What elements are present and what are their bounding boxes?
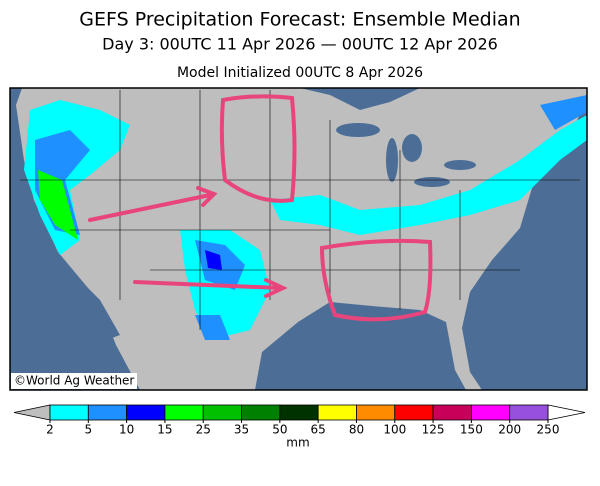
title: GEFS Precipitation Forecast: Ensemble Me…	[79, 9, 520, 31]
colorbar-swatch	[432, 404, 472, 421]
colorbar-swatch	[202, 404, 242, 421]
colorbar-tick-label: 35	[234, 423, 249, 437]
colorbar-tick-label: 200	[498, 423, 521, 437]
colorbar-tick-label: 2	[46, 423, 54, 437]
colorbar-swatch	[126, 404, 166, 421]
colorbar-tick-label: 5	[84, 423, 92, 437]
hudson-bay	[300, 88, 420, 110]
credit: ©World Ag Weather	[14, 374, 134, 388]
colorbar-swatch	[356, 404, 396, 421]
map: ©World Ag Weather	[9, 87, 588, 391]
boundaries	[20, 90, 580, 330]
colorbar-swatch	[394, 404, 434, 421]
colorbar-unit: mm	[286, 436, 309, 450]
colorbar-swatch	[470, 404, 511, 421]
colorbar-swatch	[279, 404, 319, 421]
colorbar-tick-label: 25	[196, 423, 211, 437]
great-lakes	[336, 123, 476, 187]
colorbar-tick-label: 65	[311, 423, 326, 437]
colorbar-tick-label: 100	[383, 423, 406, 437]
colorbar-tick-label: 80	[349, 423, 364, 437]
pacific	[10, 88, 140, 390]
colorbar-swatch	[317, 404, 357, 421]
subtitle: Day 3: 00UTC 11 Apr 2026 — 00UTC 12 Apr …	[102, 35, 498, 54]
colorbar-tick-label: 125	[422, 423, 445, 437]
colorbar-tick-label: 10	[119, 423, 134, 437]
map-frame	[9, 87, 588, 391]
colorbar-tick-label: 150	[460, 423, 483, 437]
colorbar-swatch	[164, 404, 204, 421]
credit-bg	[11, 373, 137, 389]
colorbar-tick-label: 50	[272, 423, 287, 437]
annotations	[88, 94, 433, 322]
colorbar-tick-label: 250	[537, 423, 560, 437]
gulf-of-california	[70, 270, 120, 338]
colorbar: 2 5 10 15 25 35 50 65 80 100 125 150 200 250	[13, 404, 586, 437]
colorbar-over	[547, 404, 586, 421]
colorbar-swatch	[509, 404, 549, 421]
colorbar-swatch	[87, 404, 128, 421]
colorbar-swatch	[49, 404, 89, 421]
initialized: Model Initialized 00UTC 8 Apr 2026	[177, 65, 423, 81]
colorbar-swatch	[241, 404, 281, 421]
colorbar-tick-label: 15	[157, 423, 172, 437]
colorbar-under	[13, 404, 51, 421]
gulf-of-mexico	[255, 302, 466, 390]
atlantic	[462, 98, 587, 390]
